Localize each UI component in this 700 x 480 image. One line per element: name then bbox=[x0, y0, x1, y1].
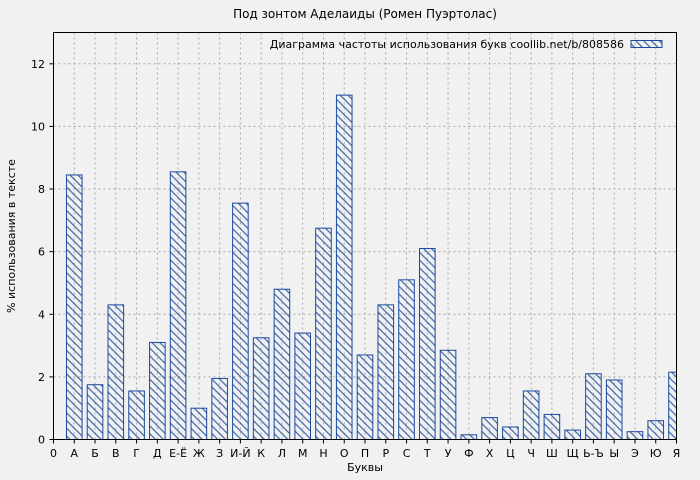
x-tick-label: Ы bbox=[609, 447, 619, 460]
x-tick-label: 0 bbox=[50, 447, 57, 460]
bar bbox=[439, 349, 457, 440]
bar bbox=[273, 288, 291, 440]
x-tick-label: Ш bbox=[546, 447, 558, 460]
bar bbox=[211, 377, 228, 440]
bar bbox=[107, 304, 125, 440]
legend-swatch bbox=[630, 40, 663, 48]
y-tick-label: 12 bbox=[31, 58, 45, 71]
y-tick-label: 0 bbox=[38, 434, 45, 447]
bar bbox=[335, 94, 353, 440]
bar bbox=[668, 371, 677, 440]
bar bbox=[460, 434, 478, 440]
x-tick-label: К bbox=[257, 447, 265, 460]
y-tick-label: 10 bbox=[31, 120, 45, 133]
x-tick-label: Р bbox=[382, 447, 389, 460]
x-tick-label: Л bbox=[278, 447, 286, 460]
legend-label: Диаграмма частоты использования букв coo… bbox=[270, 38, 624, 51]
x-tick-label: О bbox=[340, 447, 349, 460]
bars-group bbox=[65, 94, 677, 440]
x-tick-label: В bbox=[112, 447, 120, 460]
bar bbox=[128, 390, 145, 440]
bar bbox=[419, 248, 436, 440]
chart-title: Под зонтом Аделаиды (Ромен Пуэртолас) bbox=[233, 7, 497, 21]
x-tick-label: Ч bbox=[527, 447, 535, 460]
y-tick-label: 8 bbox=[38, 183, 45, 196]
y-tick-label: 2 bbox=[38, 371, 45, 384]
x-tick-label: Ф bbox=[464, 447, 473, 460]
bar bbox=[356, 354, 374, 440]
bar bbox=[190, 407, 208, 440]
x-axis-title: Буквы bbox=[347, 461, 383, 474]
bar bbox=[315, 227, 332, 440]
x-tick-label: Ю bbox=[650, 447, 662, 460]
x-tick-label: Т bbox=[423, 447, 431, 460]
bar bbox=[252, 337, 270, 440]
y-tick-labels: 0 2 4 6 8 10 12 bbox=[31, 58, 45, 447]
x-tick-label: П bbox=[361, 447, 369, 460]
x-tick-label: А bbox=[71, 447, 79, 460]
bar bbox=[294, 332, 311, 440]
x-tick-label: Щ bbox=[567, 447, 579, 460]
x-tick-label: Я bbox=[673, 447, 681, 460]
y-axis-title: % использования в тексте bbox=[5, 159, 18, 313]
bar bbox=[647, 420, 665, 440]
ticks bbox=[49, 63, 677, 444]
x-tick-label: Д bbox=[153, 447, 162, 460]
legend: Диаграмма частоты использования букв coo… bbox=[270, 38, 663, 51]
bar bbox=[398, 279, 415, 440]
bar bbox=[522, 390, 540, 440]
x-tick-label: Ь-Ъ bbox=[583, 447, 604, 460]
bar bbox=[543, 413, 561, 440]
bar bbox=[65, 174, 83, 440]
bar bbox=[481, 417, 498, 440]
bar bbox=[149, 341, 166, 440]
bar bbox=[169, 171, 187, 440]
bar bbox=[86, 384, 104, 440]
x-tick-label: Ц bbox=[506, 447, 515, 460]
bar bbox=[585, 373, 602, 440]
bar bbox=[377, 304, 395, 440]
bar bbox=[564, 429, 581, 440]
bar bbox=[605, 379, 623, 440]
x-tick-label: Е-Ё bbox=[169, 447, 187, 460]
x-tick-label: С bbox=[403, 447, 411, 460]
y-tick-label: 4 bbox=[38, 308, 45, 321]
x-tick-label: Ж bbox=[193, 447, 205, 460]
bar bbox=[232, 202, 249, 440]
bar bbox=[626, 431, 644, 440]
bar bbox=[502, 426, 519, 440]
x-tick-label: Н bbox=[319, 447, 327, 460]
x-tick-labels: 0 А Б В Г Д Е-Ё Ж З И-Й К Л М Н О П Р С Т У Ф Х Ц Ч Ш Щ Ь-Ъ Ы Э Ю Я bbox=[50, 447, 680, 460]
x-tick-label: М bbox=[298, 447, 308, 460]
x-tick-label: У bbox=[445, 447, 452, 460]
x-tick-label: И-Й bbox=[230, 447, 250, 460]
x-tick-label: Э bbox=[631, 447, 639, 460]
x-tick-label: Х bbox=[486, 447, 494, 460]
x-tick-label: З bbox=[216, 447, 223, 460]
y-tick-label: 6 bbox=[38, 246, 45, 259]
x-tick-label: Г bbox=[133, 447, 140, 460]
x-tick-label: Б bbox=[91, 447, 99, 460]
